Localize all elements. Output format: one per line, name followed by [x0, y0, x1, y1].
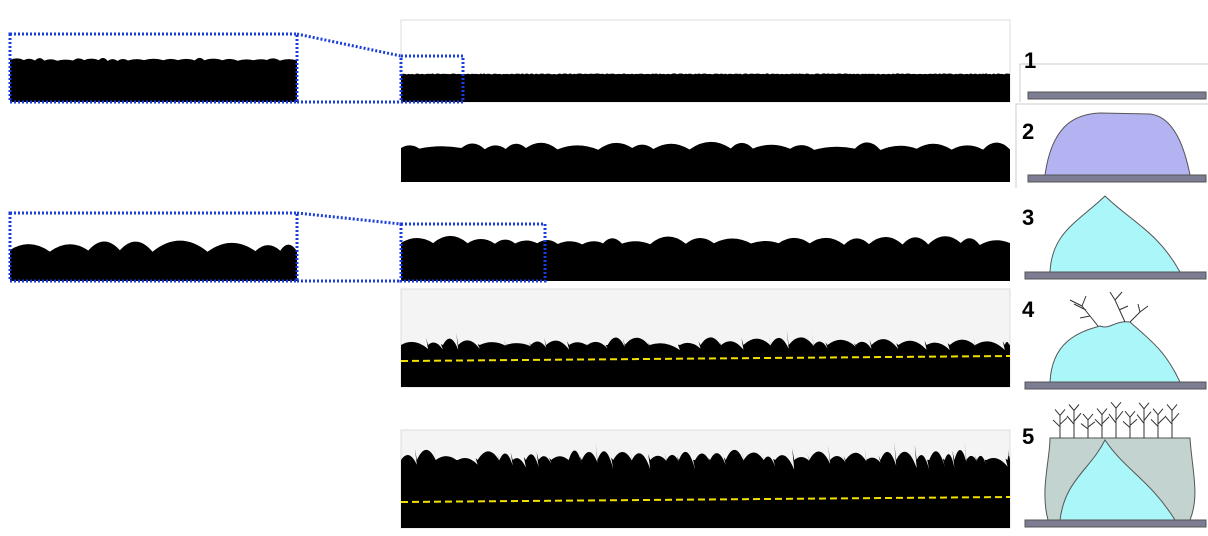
figure: 1 2 3 4 5 [0, 0, 1208, 536]
dendrites [1070, 292, 1148, 326]
stage-label: 1 [1024, 48, 1036, 73]
droplet [1050, 322, 1180, 382]
zoom-frost [10, 58, 297, 102]
connector [297, 34, 401, 56]
schematic-5: 5 [1022, 402, 1206, 527]
schematic-4: 4 [1022, 292, 1206, 389]
stage-label: 4 [1022, 297, 1035, 322]
substrate [1025, 272, 1206, 279]
schematic-1: 1 [1020, 48, 1208, 102]
substrate [1025, 382, 1206, 389]
substrate [1025, 520, 1206, 527]
substrate [1028, 92, 1206, 99]
photo-frost [401, 142, 1010, 182]
stage-label: 3 [1022, 205, 1034, 230]
droplet [1045, 113, 1190, 175]
photo-frost [401, 236, 1010, 281]
photo-frost [401, 73, 1010, 102]
substrate [1028, 175, 1206, 182]
zoom-panel-1 [10, 34, 297, 102]
schematic-3: 3 [1022, 196, 1206, 279]
stage-label: 5 [1022, 424, 1034, 449]
droplet [1050, 196, 1180, 272]
schematic-2: 2 [1016, 104, 1208, 188]
zoom-panel-2 [10, 213, 297, 281]
stage-label: 2 [1022, 119, 1034, 144]
connector [297, 213, 401, 224]
page: {"figure": {"stages": [{"label": "1"}, {… [0, 0, 1208, 536]
dendrites [1053, 402, 1179, 438]
